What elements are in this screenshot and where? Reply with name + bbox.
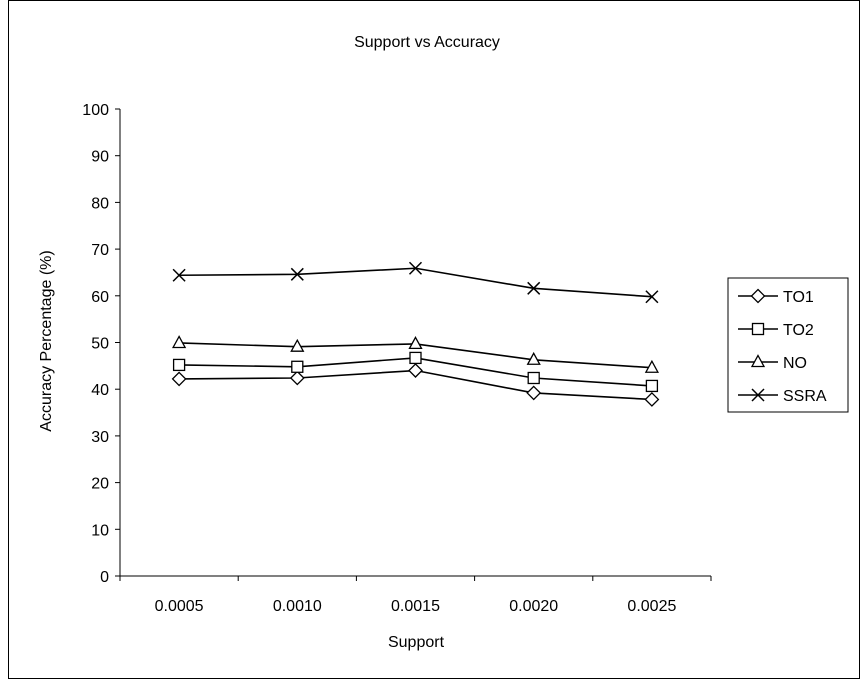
point-no — [290, 338, 305, 352]
x-tick-label: 0.0025 — [627, 598, 676, 615]
legend-label: SSRA — [783, 388, 827, 405]
point-to2 — [527, 371, 540, 385]
point-ssra — [290, 267, 304, 281]
point-ssra — [645, 290, 659, 304]
legend-item-to1: TO1 — [738, 288, 814, 306]
point-to1 — [526, 385, 542, 401]
chart-title: Support vs Accuracy — [354, 34, 500, 51]
point-to1 — [289, 370, 305, 386]
y-tick-label: 80 — [91, 195, 109, 212]
series-to2 — [172, 351, 659, 393]
legend-item-to2: TO2 — [738, 322, 814, 339]
legend: TO1 TO2 NO SSRA — [727, 277, 849, 413]
legend-item-no: NO — [738, 354, 807, 372]
point-to1 — [171, 371, 187, 387]
series-to1 — [171, 363, 660, 407]
legend-item-ssra: SSRA — [738, 388, 827, 405]
legend-marker-to2 — [751, 322, 765, 336]
series-line-ssra — [179, 267, 652, 298]
point-ssra — [527, 281, 541, 295]
y-tick-label: 20 — [91, 476, 109, 493]
series-ssra — [172, 261, 659, 304]
y-tick-label: 70 — [91, 242, 109, 259]
point-to2 — [291, 360, 304, 373]
y-tick-label: 40 — [91, 382, 109, 399]
legend-label: NO — [783, 355, 807, 372]
y-axis-label: Accuracy Percentage (%) — [38, 250, 55, 431]
legend-marker-to1 — [750, 288, 766, 304]
point-to2 — [645, 379, 659, 393]
point-no — [526, 351, 541, 365]
series-layer — [171, 261, 660, 407]
y-tick-label: 60 — [91, 289, 109, 306]
x-tick-label: 0.0015 — [391, 598, 440, 615]
x-axis-label: Support — [388, 634, 445, 651]
series-no — [172, 335, 659, 373]
legend-label: TO2 — [783, 322, 814, 339]
point-ssra — [172, 268, 186, 282]
y-tick-label: 0 — [100, 569, 109, 586]
point-to1 — [644, 392, 660, 407]
y-tick-label: 10 — [91, 522, 109, 539]
y-tick-label: 100 — [82, 102, 109, 119]
point-to2 — [172, 358, 186, 372]
point-no — [172, 335, 187, 349]
legend-marker-ssra — [751, 388, 765, 402]
point-ssra — [408, 261, 423, 275]
legend-marker-no — [750, 354, 766, 368]
legend-box — [727, 277, 849, 413]
chart-frame — [8, 0, 860, 679]
point-to1 — [408, 363, 423, 378]
x-tick-label: 0.0005 — [155, 598, 204, 615]
point-no — [644, 359, 659, 373]
x-tick-label: 0.0010 — [273, 598, 322, 615]
x-tick-label: 0.0020 — [509, 598, 558, 615]
axes: 0 10 20 30 40 50 60 70 80 90 100 0.0005 0.0010 0.0015… — [82, 102, 712, 615]
y-tick-label: 30 — [91, 429, 109, 446]
y-tick-label: 90 — [91, 149, 109, 166]
legend-label: TO1 — [783, 289, 814, 306]
point-no — [408, 336, 423, 350]
y-tick-label: 50 — [91, 336, 109, 353]
point-to2 — [409, 351, 422, 365]
